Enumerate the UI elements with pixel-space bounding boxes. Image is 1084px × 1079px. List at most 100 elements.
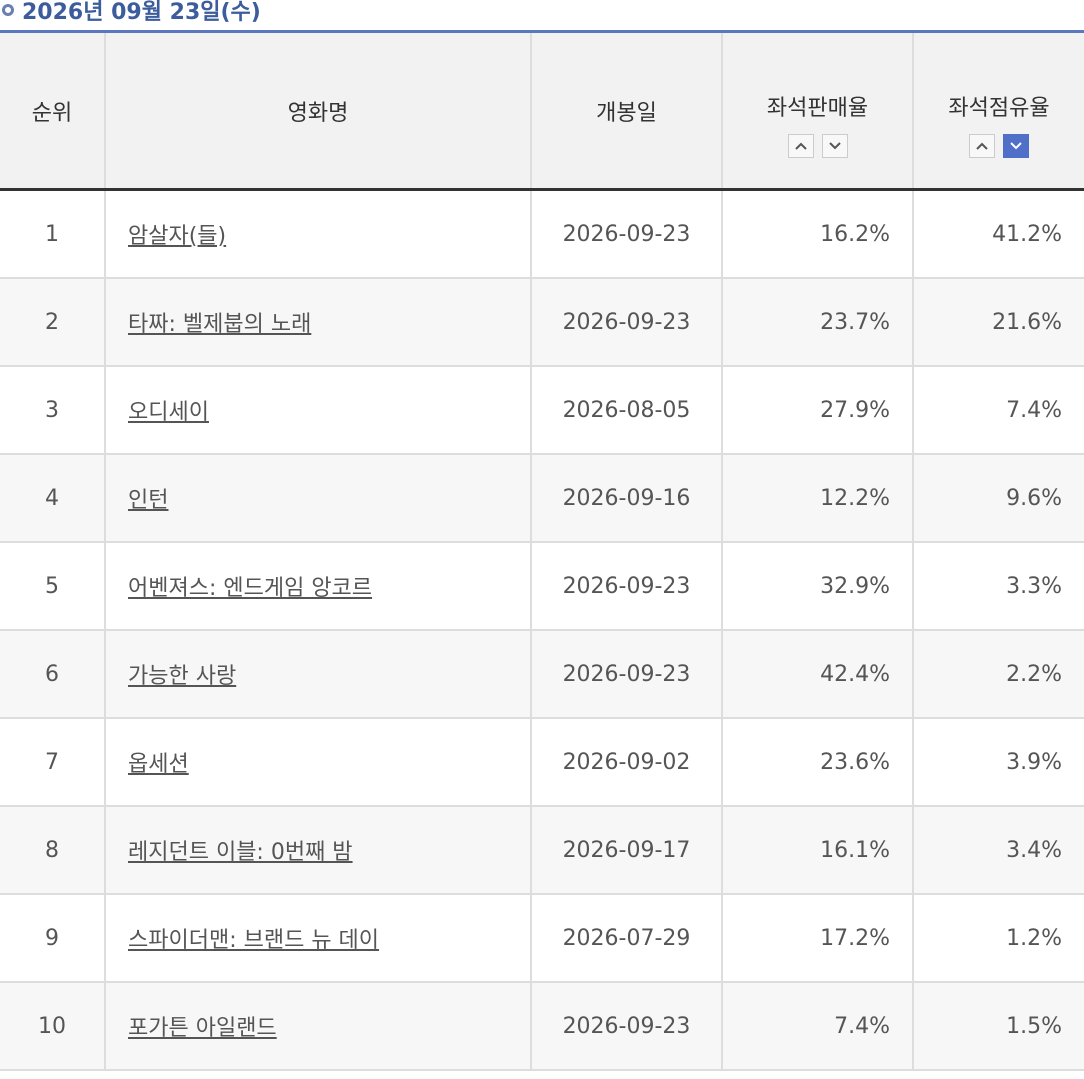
data-row: 1 암살자(들) 2026-09-23 16.2% 41.2% bbox=[0, 189, 1084, 279]
seat-sales-rate: 17.2% bbox=[820, 925, 890, 951]
data-row: 7 옵세션 2026-09-02 23.6% 3.9% bbox=[0, 718, 1084, 807]
release-date-cell: 2026-07-29 bbox=[530, 894, 722, 983]
movie-title-cell: 스파이더맨: 브랜드 뉴 데이 bbox=[104, 894, 531, 983]
column-label: 순위 bbox=[31, 100, 73, 126]
data-row: 8 레지던트 이블: 0번째 밤 2026-09-17 16.1% 3.4% bbox=[0, 806, 1084, 895]
movie-title-cell: 레지던트 이블: 0번째 밤 bbox=[104, 806, 531, 895]
header-cell: 개봉일 bbox=[530, 33, 722, 191]
seat-sales-rate-cell: 27.9% bbox=[721, 366, 913, 455]
movie-title[interactable]: 옵세션 bbox=[128, 752, 189, 777]
movie-title-cell: 암살자(들) bbox=[104, 189, 531, 279]
rank-cell: 3 bbox=[0, 366, 105, 455]
data-row: 10 포가튼 아일랜드 2026-09-23 7.4% 1.5% bbox=[0, 982, 1084, 1071]
column-label: 좌석점유율 bbox=[948, 95, 1050, 121]
up-icon bbox=[794, 142, 807, 150]
sort-desc[interactable] bbox=[821, 133, 848, 158]
column-label: 영화명 bbox=[287, 100, 349, 126]
movie-title[interactable]: 인턴 bbox=[128, 488, 169, 513]
movie-title[interactable]: 어벤져스: 엔드게임 앙코르 bbox=[128, 576, 373, 601]
rank-cell: 7 bbox=[0, 718, 105, 807]
rank-cell: 4 bbox=[0, 454, 105, 543]
release-date-cell: 2026-09-02 bbox=[530, 718, 722, 807]
seat-sales-rate: 16.2% bbox=[820, 221, 890, 247]
seat-sales-rate-cell: 16.2% bbox=[721, 189, 913, 279]
ranking-table: 순위 영화명 개봉일 좌석판매율 좌석점유율 bbox=[0, 33, 1084, 1071]
release-date: 2026-08-05 bbox=[562, 397, 691, 423]
rank: 4 bbox=[45, 485, 59, 511]
rank: 1 bbox=[45, 221, 59, 247]
seat-share-rate-cell: 1.5% bbox=[912, 982, 1084, 1071]
movie-title[interactable]: 타짜: 벨제붑의 노래 bbox=[128, 312, 312, 337]
seat-sales-rate: 23.6% bbox=[820, 749, 890, 775]
seat-sales-rate-cell: 7.4% bbox=[721, 982, 913, 1071]
data-row: 5 어벤져스: 엔드게임 앙코르 2026-09-23 32.9% 3.3% bbox=[0, 542, 1084, 631]
seat-share-rate: 3.3% bbox=[1006, 573, 1062, 599]
seat-sales-rate: 12.2% bbox=[820, 485, 890, 511]
movie-title-cell: 인턴 bbox=[104, 454, 531, 543]
date-text: 2026년 09월 23일(수) bbox=[22, 0, 261, 25]
sort-desc-active[interactable] bbox=[1003, 133, 1029, 158]
movie-title[interactable]: 포가튼 아일랜드 bbox=[128, 1016, 277, 1041]
down-icon bbox=[1010, 141, 1022, 149]
up-icon bbox=[976, 142, 988, 150]
seat-share-rate-cell: 9.6% bbox=[912, 454, 1084, 543]
release-date: 2026-09-17 bbox=[562, 837, 691, 863]
rank: 7 bbox=[45, 749, 59, 775]
date-heading: 2026년 09월 23일(수) bbox=[0, 0, 1084, 30]
table-body: 1 암살자(들) 2026-09-23 16.2% 41.2% 2 타짜: 벨제붑의 노래 2… bbox=[0, 189, 1084, 1071]
seat-sales-rate: 42.4% bbox=[820, 661, 890, 687]
header-cell: 좌석점유율 bbox=[912, 33, 1084, 191]
rank-cell: 5 bbox=[0, 542, 105, 631]
release-date-cell: 2026-09-23 bbox=[530, 542, 722, 631]
down-icon bbox=[828, 141, 841, 149]
rank-cell: 9 bbox=[0, 894, 105, 983]
sort-asc[interactable] bbox=[787, 133, 814, 158]
data-row: 9 스파이더맨: 브랜드 뉴 데이 2026-07-29 17.2% 1.2% bbox=[0, 894, 1084, 983]
seat-share-rate: 1.2% bbox=[1006, 925, 1062, 951]
rank: 5 bbox=[45, 573, 59, 599]
movie-title-cell: 가능한 사랑 bbox=[104, 630, 531, 719]
seat-share-rate: 2.2% bbox=[1006, 661, 1062, 687]
seat-share-rate: 9.6% bbox=[1006, 485, 1062, 511]
heading-icon bbox=[2, 4, 14, 16]
data-row: 6 가능한 사랑 2026-09-23 42.4% 2.2% bbox=[0, 630, 1084, 719]
release-date-cell: 2026-09-17 bbox=[530, 806, 722, 895]
rank: 10 bbox=[38, 1013, 66, 1039]
seat-sales-rate-cell: 16.1% bbox=[721, 806, 913, 895]
seat-sales-rate-cell: 42.4% bbox=[721, 630, 913, 719]
release-date: 2026-09-23 bbox=[562, 309, 691, 335]
rank: 2 bbox=[45, 309, 59, 335]
movie-title[interactable]: 가능한 사랑 bbox=[128, 664, 237, 689]
release-date: 2026-09-23 bbox=[562, 1013, 691, 1039]
seat-sales-rate-cell: 23.6% bbox=[721, 718, 913, 807]
movie-title[interactable]: 암살자(들) bbox=[128, 224, 227, 249]
movie-title[interactable]: 스파이더맨: 브랜드 뉴 데이 bbox=[128, 928, 380, 953]
seat-share-rate-cell: 3.3% bbox=[912, 542, 1084, 631]
seat-share-rate: 41.2% bbox=[992, 221, 1062, 247]
seat-sales-rate-cell: 23.7% bbox=[721, 278, 913, 367]
seat-share-rate-cell: 21.6% bbox=[912, 278, 1084, 367]
seat-sales-rate: 7.4% bbox=[834, 1013, 890, 1039]
header-row: 순위 영화명 개봉일 좌석판매율 좌석점유율 bbox=[0, 33, 1084, 191]
seat-sales-rate: 27.9% bbox=[820, 397, 890, 423]
seat-share-rate: 7.4% bbox=[1006, 397, 1062, 423]
movie-title-cell: 오디세이 bbox=[104, 366, 531, 455]
movie-title-cell: 어벤져스: 엔드게임 앙코르 bbox=[104, 542, 531, 631]
seat-sales-rate-cell: 17.2% bbox=[721, 894, 913, 983]
rank-cell: 10 bbox=[0, 982, 105, 1071]
seat-sales-rate: 32.9% bbox=[820, 573, 890, 599]
data-row: 4 인턴 2026-09-16 12.2% 9.6% bbox=[0, 454, 1084, 543]
seat-share-rate-cell: 2.2% bbox=[912, 630, 1084, 719]
seat-share-rate-cell: 3.4% bbox=[912, 806, 1084, 895]
movie-title-cell: 옵세션 bbox=[104, 718, 531, 807]
rank-cell: 2 bbox=[0, 278, 105, 367]
sort-asc[interactable] bbox=[969, 133, 995, 158]
column-label: 좌석판매율 bbox=[766, 95, 869, 121]
rank: 6 bbox=[45, 661, 59, 687]
movie-title-cell: 타짜: 벨제붑의 노래 bbox=[104, 278, 531, 367]
seat-share-rate: 21.6% bbox=[992, 309, 1062, 335]
movie-title[interactable]: 오디세이 bbox=[128, 400, 209, 425]
movie-title[interactable]: 레지던트 이블: 0번째 밤 bbox=[128, 840, 353, 865]
